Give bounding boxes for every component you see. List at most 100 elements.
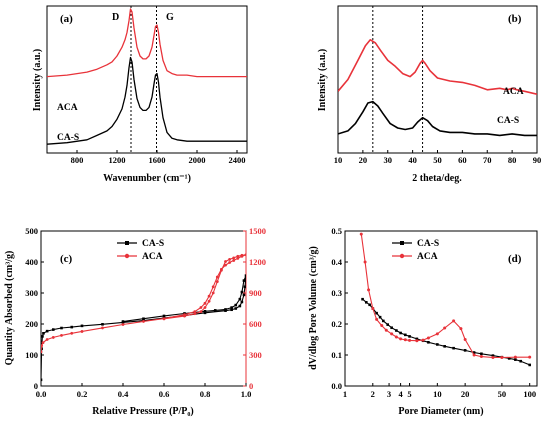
y-left-tick-label: 300 <box>25 288 38 298</box>
data-point <box>236 256 240 260</box>
series-line-aca <box>47 8 247 78</box>
y-tick-label: 0.1 <box>331 350 342 360</box>
data-point <box>162 314 166 318</box>
data-point <box>60 326 63 330</box>
y-left-tick-label: 400 <box>25 257 38 267</box>
series-line-aca <box>360 234 530 359</box>
plot-frame <box>337 5 538 154</box>
series-line-ca-s <box>338 100 537 137</box>
y-right-tick-label: 300 <box>249 350 262 360</box>
peak-label-g: G <box>166 12 174 23</box>
data-point <box>436 343 439 346</box>
x-axis-tick-label: 2400 <box>229 155 246 165</box>
data-point <box>443 326 447 330</box>
x-axis-tick-label: 50 <box>498 389 507 399</box>
data-point <box>384 328 388 332</box>
panel-label: (d) <box>508 253 522 265</box>
data-point <box>390 326 393 330</box>
data-point <box>203 301 207 305</box>
data-point <box>193 312 197 316</box>
legend-marker-cas <box>125 241 129 245</box>
data-point <box>193 310 197 313</box>
data-point <box>232 256 236 260</box>
data-point <box>230 306 233 309</box>
data-point <box>452 319 456 323</box>
data-point <box>80 330 84 333</box>
y-left-tick-label: 500 <box>25 226 38 236</box>
data-point <box>41 335 44 338</box>
data-point <box>70 325 74 329</box>
data-point <box>375 317 379 321</box>
vline-layer <box>372 6 424 153</box>
panel-a: 800 1200 1600 2000 2400 (a) D G ACA CA-S Wav… <box>32 5 248 184</box>
x-axis-tick-label: 1200 <box>109 155 126 165</box>
data-point <box>101 323 104 326</box>
series-layer <box>41 253 246 382</box>
data-point <box>399 331 402 335</box>
data-point <box>199 310 203 313</box>
series-label-aca: ACA <box>57 103 78 113</box>
series-layer <box>338 38 537 137</box>
data-point <box>375 311 378 315</box>
data-point <box>240 253 244 257</box>
x-axis-tick-label: 1600 <box>149 155 166 165</box>
x-axis-tick-label: 4 <box>398 389 403 399</box>
data-point <box>207 294 211 298</box>
legend-label-cas: CA-S <box>417 239 439 249</box>
data-point <box>500 355 504 359</box>
y-left-tick-label: 200 <box>25 319 38 329</box>
x-axis-tick-label: 800 <box>71 155 84 165</box>
x-axis-label: Wavenumber (cm⁻¹) <box>103 173 191 184</box>
data-point <box>215 280 219 284</box>
data-point <box>242 293 246 297</box>
data-point <box>480 352 483 356</box>
data-point <box>41 344 44 348</box>
data-point <box>211 285 215 289</box>
y-axis-label: Intensity (a.u.) <box>317 49 328 112</box>
x-axis-tick-label: 5 <box>407 389 411 399</box>
data-point <box>80 324 84 328</box>
data-point <box>514 358 517 361</box>
data-point <box>368 303 371 307</box>
series-layer <box>359 232 532 367</box>
legend-label-aca: ACA <box>142 252 163 262</box>
series-line-ca-s <box>47 56 247 145</box>
y-tick-label: 0.2 <box>331 319 342 329</box>
x-axis-tick-label: 0.8 <box>200 389 211 399</box>
x-axis-tick-label: 50 <box>433 155 442 165</box>
data-point <box>463 349 467 352</box>
data-point <box>45 338 49 341</box>
x-axis-tick-label: 0.6 <box>159 389 170 399</box>
data-point <box>528 363 531 367</box>
data-point <box>238 297 242 301</box>
x-axis-tick-label: 40 <box>408 155 417 165</box>
vline-layer <box>130 6 157 153</box>
legend: CA-S ACA <box>117 239 164 262</box>
x-axis-tick-label: 1.0 <box>241 389 252 399</box>
data-point <box>244 274 246 277</box>
y-right-tick-label: 0 <box>249 381 253 391</box>
data-point <box>359 232 363 236</box>
data-point <box>121 323 125 326</box>
data-point <box>183 314 186 318</box>
y-axis-label: Intensity (a.u.) <box>32 49 43 112</box>
data-point <box>380 324 384 328</box>
data-point <box>243 285 246 289</box>
data-point <box>203 311 207 315</box>
data-point <box>215 275 219 279</box>
data-point <box>491 355 495 359</box>
series-line-aca <box>41 254 246 352</box>
data-point <box>240 290 244 294</box>
data-point <box>415 337 419 341</box>
data-point <box>224 263 227 267</box>
data-point <box>403 338 407 342</box>
data-point <box>70 331 74 335</box>
data-point <box>390 332 394 336</box>
x-axis-tick-label: 0.2 <box>77 389 88 399</box>
x-axis-tick-label: 3 <box>387 389 391 399</box>
x-axis-tick-label: 20 <box>461 389 470 399</box>
x-axis-tick-label: 0.0 <box>36 389 47 399</box>
data-point <box>45 329 49 333</box>
data-point <box>443 345 446 348</box>
panel-c: 0.0 0.2 0.4 0.6 0.8 1.00100200300400500030060… <box>4 226 266 417</box>
